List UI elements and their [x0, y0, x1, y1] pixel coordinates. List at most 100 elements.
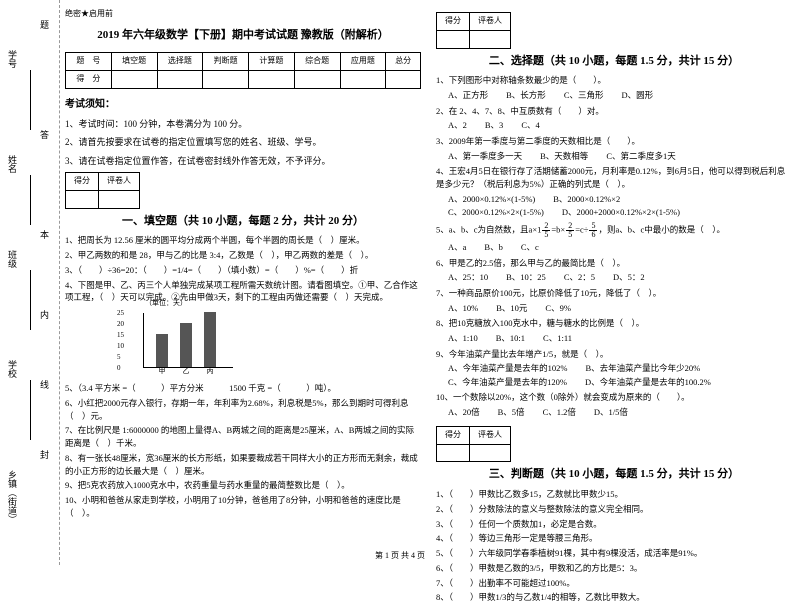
notice-item: 3、请在试卷指定位置作答，在试卷密封线外作答无效，不予评分。 [65, 154, 421, 168]
vline [30, 175, 31, 225]
question: 10、一个数除以20%，这个数（0除外）就会变成为原来的（ ）。 [436, 391, 792, 404]
question: 7、一种商品原价100元，比原价降低了10元，降低了（ ）。 [436, 287, 792, 300]
section-fill-title: 一、填空题（共 10 小题，每题 2 分，共计 20 分） [65, 213, 421, 231]
question: 8、有一张长48厘米，宽36厘米的长方形纸，如果要裁成若干同样大小的正方形而无剩… [65, 452, 421, 478]
section-judge-title: 三、判断题（共 10 小题，每题 1.5 分，共计 15 分） [436, 466, 792, 484]
exam-title: 2019 年六年级数学【下册】期中考试试题 豫教版（附解析） [65, 27, 421, 45]
ytick: 25 [117, 308, 124, 319]
question: 8、把10克糖放入100克水中，糖与糖水的比例是（ ）。 [436, 317, 792, 330]
options: C、今年油菜产量是去年的120%D、今年油菜产量是去年的100.2% [448, 376, 792, 390]
question: 3、2009年第一季度与第二季度的天数相比是（ ）。 [436, 135, 792, 148]
question: 7、在比例尺是 1:6000000 的地图上量得A、B两城之间的距离是25厘米，… [65, 424, 421, 450]
ytick: 10 [117, 341, 124, 352]
left-column: 绝密★启用前 2019 年六年级数学【下册】期中考试试题 豫教版（附解析） 题 … [65, 8, 421, 545]
grade-box: 得分评卷人 [436, 426, 511, 463]
grade-grader: 评卷人 [99, 173, 140, 191]
cutmark: 内 [38, 310, 51, 327]
score-table: 题 号 填空题 选择题 判断题 计算题 综合题 应用题 总分 得 分 [65, 52, 421, 89]
question: 1、下列图形中对称轴条数最少的是（ ）。 [436, 74, 792, 87]
header-cell: 应用题 [340, 53, 386, 71]
question: 9、把5克农药放入1000克水中，农药重量与药水重量的最简整数比是（ ）。 [65, 479, 421, 492]
notice-item: 2、请首先按要求在试卷的指定位置填写您的姓名、班级、学号。 [65, 135, 421, 149]
question: 10、小明和爸爸从家走到学校，小明用了10分钟，爸爸用了8分钟，小明和爸爸的速度… [65, 494, 421, 520]
label-student-id: 学号 [6, 50, 19, 68]
options: A、10%B、10元C、9% [448, 302, 792, 316]
grade-box: 得分评卷人 [436, 12, 511, 49]
options: A、aB、bC、c [448, 241, 792, 255]
question: 8、（ ）甲数1/3的与乙数1/4的相等，乙数比甲数大。 [436, 591, 792, 604]
header-cell: 题 号 [66, 53, 112, 71]
xlabel: 甲 [155, 366, 169, 377]
question: 6、甲是乙的2.5倍，那么甲与乙的最简比是（ ）。 [436, 257, 792, 270]
main-content: 绝密★启用前 2019 年六年级数学【下册】期中考试试题 豫教版（附解析） 题 … [65, 8, 792, 545]
question: 2、在 2、4、7、8、中互质数有（ ）对。 [436, 105, 792, 118]
cutmark: 答 [38, 130, 51, 147]
options: C、2000×0.12%×2×(1-5%)D、2000+2000×0.12%×2… [448, 206, 792, 220]
label-name: 姓名 [6, 155, 19, 173]
right-column: 得分评卷人 二、选择题（共 10 小题，每题 1.5 分，共计 15 分） 1、… [436, 8, 792, 545]
header-cell: 判断题 [203, 53, 249, 71]
options: A、20倍B、5倍C、1.2倍D、1/5倍 [448, 406, 792, 420]
page-footer: 第 1 页 共 4 页 [0, 550, 800, 561]
binding-sidebar: 学号 姓名 班级 学校 乡镇（街道） 题 答 本 内 线 封 [0, 0, 60, 565]
question: 7、（ ）出勤率不可能超过100%。 [436, 577, 792, 590]
bar-yi [180, 323, 192, 367]
bar-bing [204, 312, 216, 367]
cutmark: 线 [38, 380, 51, 397]
cutmark: 本 [38, 230, 51, 247]
section-choice-title: 二、选择题（共 10 小题，每题 1.5 分，共计 15 分） [436, 53, 792, 71]
options: A、1:10B、10:1C、1:11 [448, 332, 792, 346]
header-cell: 总分 [386, 53, 421, 71]
ytick: 5 [117, 352, 121, 363]
question: 3、（ ）任何一个质数加1，必定是合数。 [436, 518, 792, 531]
bar-chart: （单位：天） 25 20 15 10 5 0 甲 乙 丙 [125, 308, 245, 378]
options: A、2000×0.12%×(1-5%)B、2000×0.12%×2 [448, 193, 792, 207]
xlabel: 丙 [203, 366, 217, 377]
header-cell: 计算题 [249, 53, 295, 71]
question: 2、（ ）分数除法的意义与整数除法的意义完全相同。 [436, 503, 792, 516]
question: 1、（ ）甲数比乙数多15，乙数就比甲数少15。 [436, 488, 792, 501]
row-label: 得 分 [66, 71, 112, 89]
question: 6、小红把2000元存入银行，存期一年，年利率为2.68%，利息税是5%，那么到… [65, 397, 421, 423]
header-cell: 综合题 [294, 53, 340, 71]
grade-grader: 评卷人 [470, 13, 511, 31]
options: A、正方形B、长方形C、三角形D、圆形 [448, 89, 792, 103]
question: 4、下图是甲、乙、丙三个人单独完成某项工程所需天数统计图。请看图填空。①甲、乙合… [65, 279, 421, 305]
vline [30, 380, 31, 440]
vline [30, 70, 31, 130]
header-cell: 选择题 [157, 53, 203, 71]
chart-title: （单位：天） [145, 298, 187, 309]
xlabel: 乙 [179, 366, 193, 377]
secret-label: 绝密★启用前 [65, 8, 421, 21]
bar-jia [156, 334, 168, 367]
options: A、2B、3C、4 [448, 119, 792, 133]
question: 3、（ ）÷36=20：（ ）=1/4=（ ）（填小数）=（ ）%=（ ）折 [65, 264, 421, 277]
options: A、今年油菜产量是去年的102%B、去年油菜产量比今年少20% [448, 362, 792, 376]
ytick: 15 [117, 330, 124, 341]
question: 5、（3.4 平方米 =（ ）平方分米 1500 千克 =（ ）吨）。 [65, 382, 421, 395]
question: 4、（ ）等边三角形一定是等腰三角形。 [436, 532, 792, 545]
options: A、第一季度多一天B、天数相等C、第二季度多1天 [448, 150, 792, 164]
question: 5、a、b、c为自然数，且a×125=b×25=c÷56，则a、b、c中最小的数… [436, 222, 792, 239]
question: 6、（ ）甲数是乙数的3/5，甲数和乙的方比是5：3。 [436, 562, 792, 575]
notice-item: 1、考试时间：100 分钟，本卷满分为 100 分。 [65, 117, 421, 131]
grade-score: 得分 [437, 426, 470, 444]
header-cell: 填空题 [111, 53, 157, 71]
question: 1、把周长为 12.56 厘米的圆平均分成两个半圆，每个半圆的周长是（ ）厘米。 [65, 234, 421, 247]
ytick: 20 [117, 319, 124, 330]
notice-title: 考试须知： [65, 97, 421, 113]
label-class: 班级 [6, 250, 19, 268]
ytick: 0 [117, 363, 121, 374]
question: 2、甲乙两数的和是 28，甲与乙的比是 3:4，乙数是（ ），甲乙两数的差是（ … [65, 249, 421, 262]
cutmark: 封 [38, 450, 51, 467]
question: 9、今年油菜产量比去年增产1/5，就是（ ）。 [436, 348, 792, 361]
chart-axes: 甲 乙 丙 [143, 313, 233, 368]
table-row: 题 号 填空题 选择题 判断题 计算题 综合题 应用题 总分 [66, 53, 421, 71]
options: A、25：10B、10：25C、2：5D、5：2 [448, 271, 792, 285]
grade-grader: 评卷人 [470, 426, 511, 444]
label-school: 学校 [6, 360, 19, 378]
vline [30, 270, 31, 330]
grade-box: 得分评卷人 [65, 172, 140, 209]
cutmark: 题 [38, 20, 51, 37]
question: 4、王宏4月5日在银行存了活期储蓄2000元，月利率是0.12%，到6月5日，他… [436, 165, 792, 191]
